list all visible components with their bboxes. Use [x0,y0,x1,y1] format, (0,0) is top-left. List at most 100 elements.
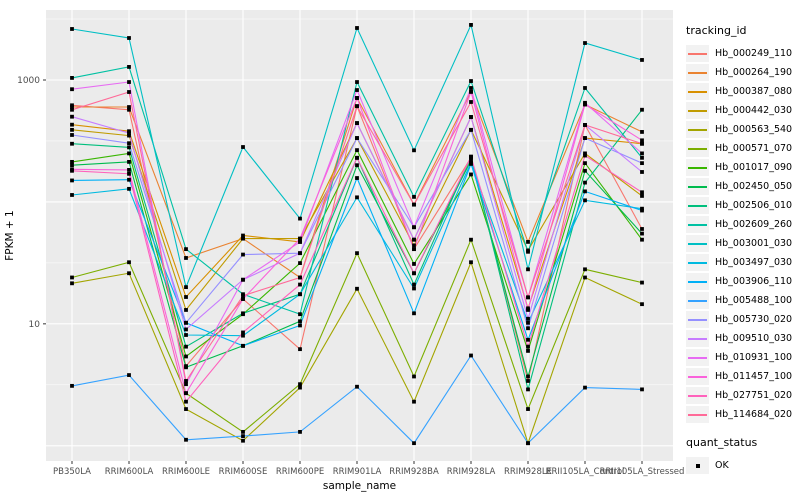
legend-item-Hb_000442_030: Hb_000442_030 [686,101,798,120]
data-point [583,275,587,280]
data-point [127,107,131,112]
legend-item-Hb_011457_100: Hb_011457_100 [686,367,798,386]
data-point [469,79,473,83]
data-point [412,148,416,153]
data-point [469,100,473,104]
legend-key-line-icon [686,45,709,62]
data-point [70,168,74,173]
legend-key-line-icon [686,292,709,309]
legend-key-line-icon [686,406,709,423]
data-point [241,429,245,434]
data-point [412,243,416,248]
legend-item-Hb_005730_020: Hb_005730_020 [686,310,798,329]
data-point [184,382,188,387]
data-point [70,193,74,197]
data-point [640,190,644,195]
data-point [355,121,359,126]
data-point [298,292,302,297]
legend-key-line-icon [686,121,709,138]
x-tick-label: RRIM600LE [162,467,210,477]
legend-item-quant-OK: OK [686,456,798,475]
data-point [526,379,530,383]
x-tick-label: RRIM901LA [333,467,382,477]
data-point [241,277,245,282]
data-point [241,236,245,241]
data-point [355,80,359,84]
legend-item-Hb_114684_020: Hb_114684_020 [686,405,798,424]
data-point [640,161,644,166]
legend-item-label: Hb_000571_070 [715,143,793,154]
data-point [526,316,530,321]
legend-item-label: Hb_002450_050 [715,181,793,192]
data-point [583,161,587,166]
data-point [469,237,473,242]
y-axis-title: FPKM + 1 [4,210,16,260]
y-tick-label: 10 [29,320,41,330]
legend-item-label: Hb_027751_020 [715,390,793,401]
data-point [583,153,587,158]
data-point [640,237,644,242]
data-point [583,385,587,390]
data-point [640,130,644,134]
legend-key-line-icon [686,387,709,404]
data-point [127,133,131,138]
legend-item-Hb_003001_030: Hb_003001_030 [686,234,798,253]
data-point [526,387,530,392]
legend-item-label: OK [715,460,729,471]
data-point [355,148,359,153]
data-point [127,80,131,84]
data-point [241,434,245,439]
data-point [70,275,74,280]
data-point [469,172,473,177]
data-point [241,145,245,149]
data-point [469,86,473,90]
legend-key-line-icon [686,368,709,385]
data-point [355,195,359,200]
legend-item-label: Hb_000442_030 [715,105,793,116]
data-point [526,337,530,342]
data-point [70,105,74,109]
data-point [241,438,245,443]
color-legend-items: Hb_000249_110 Hb_000264_190 Hb_000387_080 H… [686,44,798,424]
data-point [640,302,644,307]
x-tick-label: PB350LA [53,467,91,477]
data-point [184,320,188,325]
data-point [70,127,74,132]
legend-item-Hb_002609_260: Hb_002609_260 [686,215,798,234]
legend-item-label: Hb_011457_100 [715,371,793,382]
legend-item-label: Hb_010931_100 [715,352,793,363]
legend-item-Hb_000571_070: Hb_000571_070 [686,139,798,158]
data-point [70,122,74,127]
legend-item-Hb_000249_110: Hb_000249_110 [686,44,798,63]
data-point [70,133,74,137]
data-point [526,407,530,411]
data-point [184,365,188,370]
legend-key-line-icon [686,159,709,176]
legend-item-label: Hb_000563_540 [715,124,793,135]
data-point [70,141,74,146]
data-point [184,247,188,252]
data-point [469,353,473,358]
legend-item-label: Hb_114684_020 [715,409,793,420]
data-point [241,330,245,335]
data-point [583,136,587,140]
data-point [412,237,416,242]
data-point [469,115,473,119]
x-tick-label: RRII105LA_Control [546,467,625,477]
data-point [469,89,473,94]
data-point [127,373,131,377]
data-point [241,233,245,238]
legend-key-point-icon [686,457,709,474]
legend-title-quant-status: quant_status [686,436,758,449]
data-point [640,170,644,174]
data-point [70,163,74,168]
legend-item-Hb_027751_020: Hb_027751_020 [686,386,798,405]
data-point [127,151,131,156]
data-point [640,141,644,146]
data-point [412,311,416,316]
data-point [355,251,359,256]
data-point [355,384,359,389]
data-point [184,256,188,260]
legend-item-label: Hb_003497_030 [715,257,793,268]
